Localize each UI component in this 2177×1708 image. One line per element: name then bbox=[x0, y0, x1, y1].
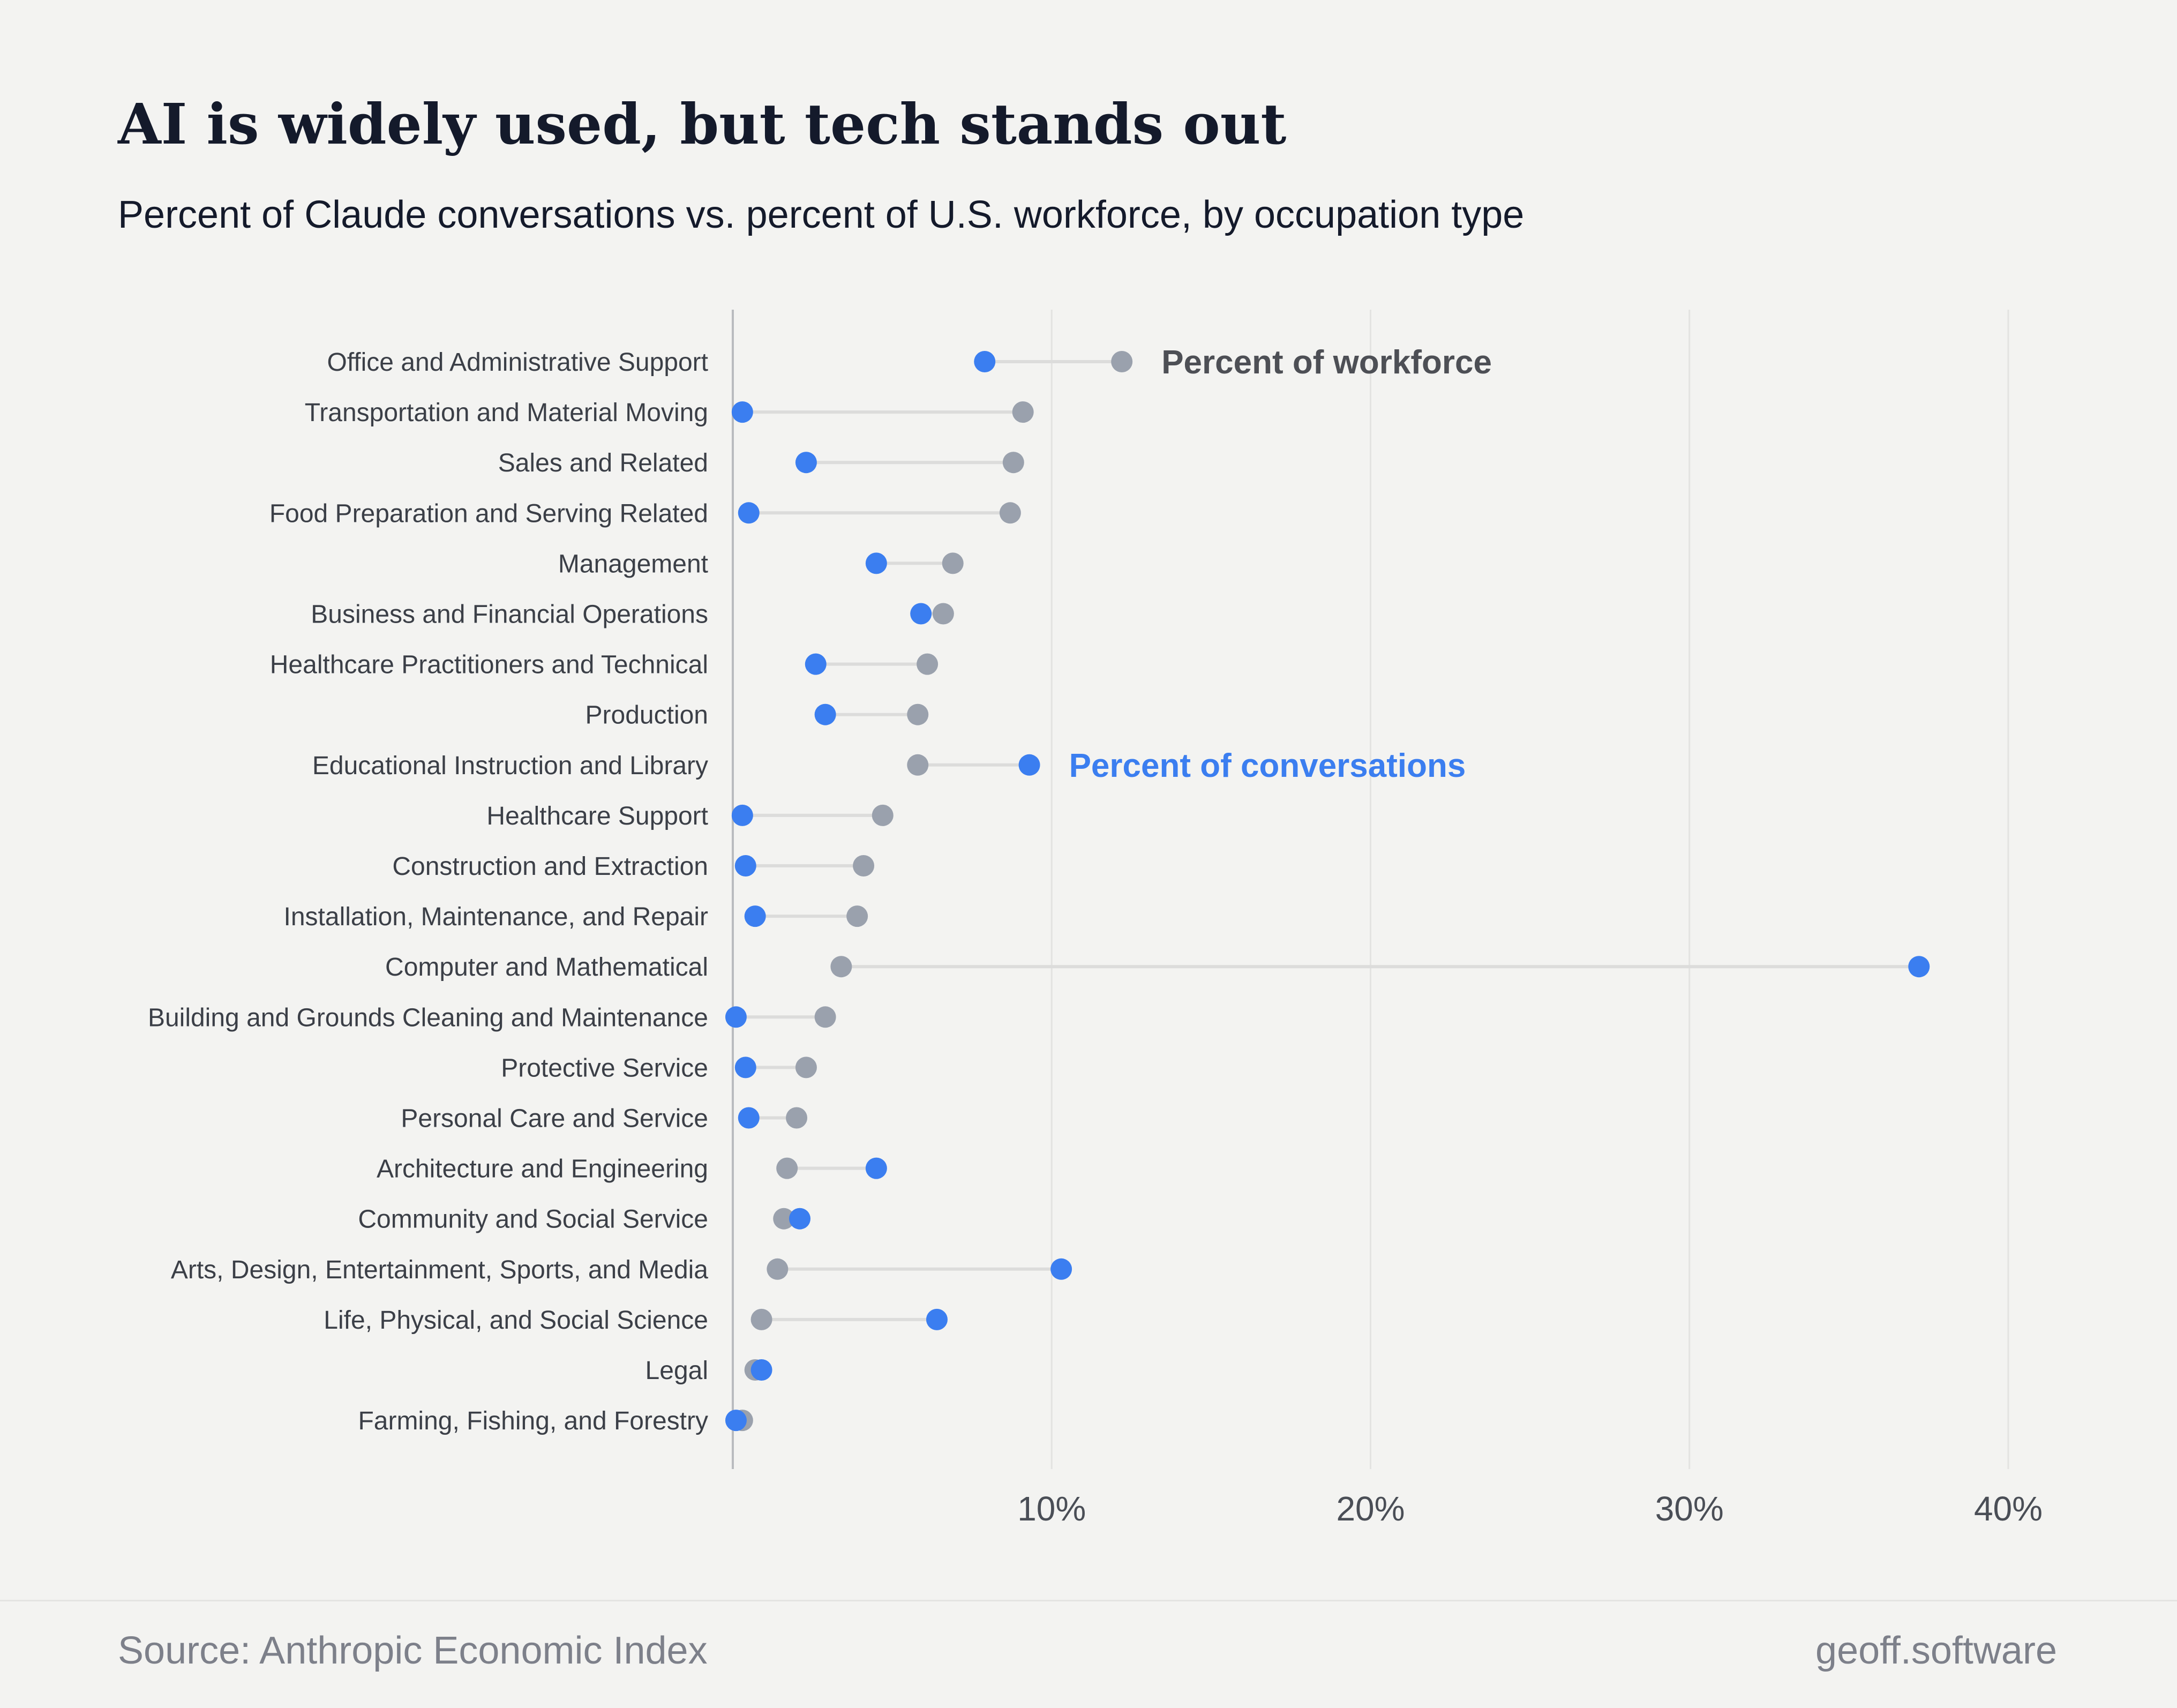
conversations-dot-sales-and-related bbox=[795, 452, 817, 474]
conversations-dot-architecture-and-engineering bbox=[865, 1157, 887, 1179]
category-label-transportation-and-material-moving: Transportation and Material Moving bbox=[305, 399, 708, 427]
x-tick-labels: 10% 20% 30% 40% bbox=[1017, 1489, 2043, 1528]
workforce-dot-arts-design-entertainment-sports-and-media bbox=[767, 1258, 789, 1280]
workforce-dot-installation-maintenance-and-repair bbox=[846, 905, 868, 927]
conversations-dot-protective-service bbox=[734, 1057, 756, 1078]
category-label-healthcare-practitioners-and-technical: Healthcare Practitioners and Technical bbox=[270, 651, 708, 679]
conversations-dot-computer-and-mathematical bbox=[1908, 956, 1930, 978]
workforce-dot-personal-care-and-service bbox=[786, 1107, 808, 1129]
workforce-dot-business-and-financial-operations bbox=[932, 603, 954, 625]
workforce-dot-office-and-administrative-support bbox=[1111, 351, 1133, 372]
category-label-arts-design-entertainment-sports-and-media: Arts, Design, Entertainment, Sports, and… bbox=[171, 1256, 708, 1284]
category-label-life-physical-and-social-science: Life, Physical, and Social Science bbox=[324, 1306, 708, 1335]
category-label-construction-and-extraction: Construction and Extraction bbox=[392, 852, 708, 881]
workforce-dot-sales-and-related bbox=[1002, 452, 1024, 474]
conversations-dot-installation-maintenance-and-repair bbox=[744, 905, 766, 927]
conversations-dot-management bbox=[865, 552, 887, 574]
workforce-dot-management bbox=[942, 552, 964, 574]
category-label-building-and-grounds-cleaning-and-maintenance: Building and Grounds Cleaning and Mainte… bbox=[148, 1003, 708, 1032]
conversations-dot-legal bbox=[750, 1359, 772, 1381]
conversations-dot-healthcare-practitioners-and-technical bbox=[805, 653, 827, 675]
workforce-dot-transportation-and-material-moving bbox=[1012, 401, 1034, 423]
annotation-percent-of-workforce: Percent of workforce bbox=[1161, 344, 1492, 381]
conversations-dot-arts-design-entertainment-sports-and-media bbox=[1050, 1258, 1072, 1280]
conversations-dot-building-and-grounds-cleaning-and-maintenance bbox=[725, 1006, 747, 1028]
category-labels: Office and Administrative Support Transpo… bbox=[148, 348, 708, 1435]
workforce-dot-life-physical-and-social-science bbox=[750, 1308, 772, 1330]
workforce-dot-architecture-and-engineering bbox=[776, 1157, 798, 1179]
category-label-installation-maintenance-and-repair: Installation, Maintenance, and Repair bbox=[284, 903, 709, 931]
connectors bbox=[735, 360, 1919, 1422]
conversations-dot-personal-care-and-service bbox=[738, 1107, 760, 1129]
category-label-architecture-and-engineering: Architecture and Engineering bbox=[377, 1155, 708, 1183]
workforce-dot-healthcare-practitioners-and-technical bbox=[917, 653, 939, 675]
conversations-dot-healthcare-support bbox=[731, 804, 753, 826]
category-label-production: Production bbox=[585, 701, 708, 730]
category-label-educational-instruction-and-library: Educational Instruction and Library bbox=[312, 752, 708, 780]
chart-title: AI is widely used, but tech stands out bbox=[118, 91, 1287, 157]
annotation-percent-of-conversations: Percent of conversations bbox=[1069, 747, 1466, 784]
x-tick-label-20: 20% bbox=[1336, 1489, 1405, 1528]
workforce-dot-production bbox=[907, 703, 929, 725]
x-tick-label-10: 10% bbox=[1017, 1489, 1086, 1528]
category-label-computer-and-mathematical: Computer and Mathematical bbox=[385, 953, 708, 982]
category-label-food-preparation-and-serving-related: Food Preparation and Serving Related bbox=[269, 499, 708, 528]
category-label-personal-care-and-service: Personal Care and Service bbox=[401, 1105, 708, 1133]
dots bbox=[725, 351, 1930, 1432]
category-label-community-and-social-service: Community and Social Service bbox=[358, 1205, 708, 1234]
workforce-dot-educational-instruction-and-library bbox=[907, 754, 929, 776]
category-label-office-and-administrative-support: Office and Administrative Support bbox=[327, 348, 709, 377]
conversations-dot-business-and-financial-operations bbox=[910, 603, 932, 625]
workforce-dot-construction-and-extraction bbox=[853, 855, 875, 877]
source-note: Source: Anthropic Economic Index bbox=[118, 1629, 708, 1672]
footer-divider bbox=[0, 1600, 2177, 1601]
conversations-dot-transportation-and-material-moving bbox=[731, 401, 753, 423]
grid-lines bbox=[1050, 310, 2009, 1469]
conversations-dot-farming-fishing-and-forestry bbox=[725, 1410, 747, 1432]
x-tick-label-30: 30% bbox=[1655, 1489, 1724, 1528]
category-label-healthcare-support: Healthcare Support bbox=[486, 802, 708, 830]
conversations-dot-production bbox=[814, 703, 836, 725]
conversations-dot-office-and-administrative-support bbox=[974, 351, 996, 372]
category-label-sales-and-related: Sales and Related bbox=[498, 449, 708, 477]
workforce-dot-food-preparation-and-serving-related bbox=[999, 502, 1021, 524]
workforce-dot-healthcare-support bbox=[872, 804, 894, 826]
workforce-dot-computer-and-mathematical bbox=[830, 956, 852, 978]
conversations-dot-life-physical-and-social-science bbox=[926, 1308, 948, 1330]
workforce-dot-protective-service bbox=[795, 1057, 817, 1078]
category-label-management: Management bbox=[558, 550, 708, 578]
dumbbell-chart: Office and Administrative Support Transpo… bbox=[148, 310, 2043, 1528]
chart-subtitle: Percent of Claude conversations vs. perc… bbox=[118, 193, 1525, 236]
brand-credit: geoff.software bbox=[1815, 1629, 2057, 1672]
conversations-dot-construction-and-extraction bbox=[734, 855, 756, 877]
workforce-dot-community-and-social-service bbox=[773, 1208, 795, 1230]
annotations: Percent of workforce Percent of conversat… bbox=[1069, 344, 1492, 784]
workforce-dot-building-and-grounds-cleaning-and-maintenance bbox=[814, 1006, 836, 1028]
category-label-business-and-financial-operations: Business and Financial Operations bbox=[311, 601, 708, 629]
category-label-farming-fishing-and-forestry: Farming, Fishing, and Forestry bbox=[358, 1407, 708, 1435]
conversations-dot-food-preparation-and-serving-related bbox=[738, 502, 760, 524]
x-tick-label-40: 40% bbox=[1974, 1489, 2043, 1528]
conversations-dot-educational-instruction-and-library bbox=[1018, 754, 1040, 776]
category-label-legal: Legal bbox=[645, 1357, 708, 1385]
conversations-dot-community-and-social-service bbox=[789, 1208, 811, 1230]
category-label-protective-service: Protective Service bbox=[501, 1054, 708, 1082]
